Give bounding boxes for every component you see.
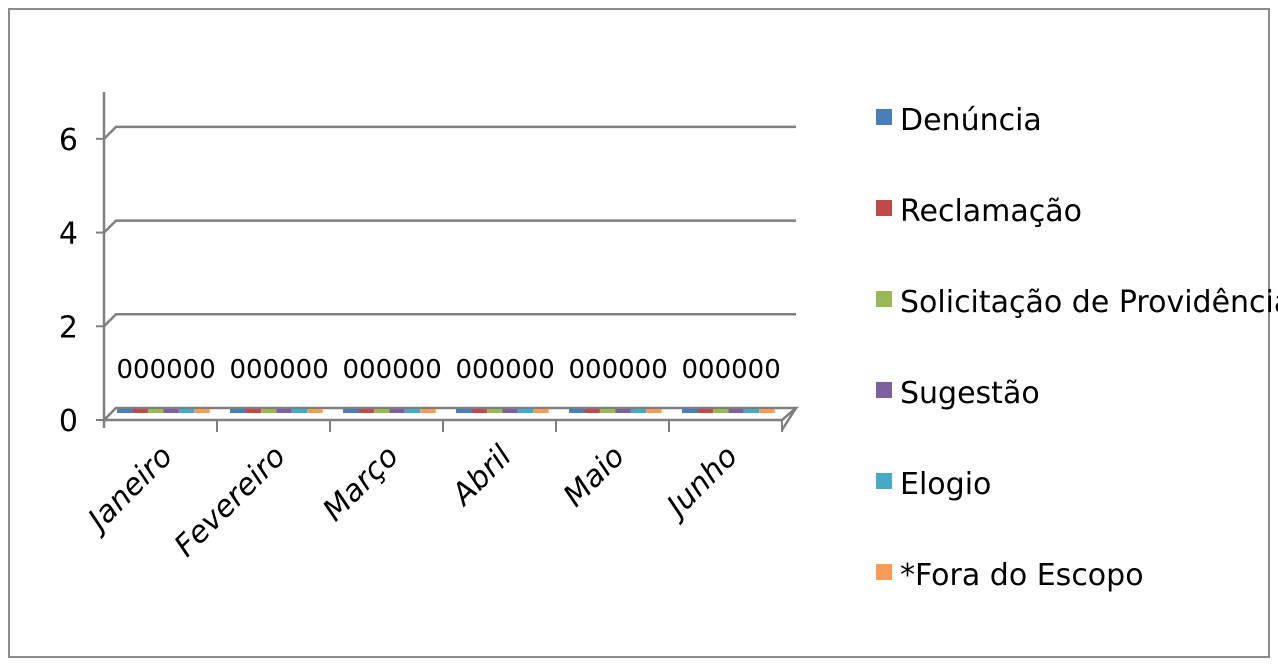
gridline	[103, 125, 796, 140]
x-tick-label: Junho	[657, 439, 745, 527]
data-label: 000000	[456, 355, 555, 385]
bar	[502, 409, 518, 413]
bar	[147, 409, 164, 413]
bar	[373, 409, 390, 413]
legend-swatch	[876, 109, 892, 125]
x-tick-label: Março	[316, 439, 405, 528]
bar	[599, 409, 616, 413]
legend-label: Elogio	[900, 467, 991, 502]
bar	[194, 409, 210, 413]
gridlines	[103, 125, 796, 328]
bar	[456, 409, 472, 413]
bar	[743, 409, 760, 413]
data-labels: 000000 000000 000000 000000 000000 000000	[117, 355, 781, 385]
gridline	[103, 313, 796, 328]
bar	[486, 409, 503, 413]
bar	[712, 409, 729, 413]
bar	[245, 409, 261, 413]
bar	[163, 409, 179, 413]
legend-label: Solicitação de Providências	[900, 285, 1278, 320]
bar	[260, 409, 277, 413]
x-tick-label: Janeiro	[78, 439, 180, 541]
bar	[404, 409, 421, 413]
bar	[343, 409, 359, 413]
data-label: 000000	[569, 355, 668, 385]
bar	[420, 409, 436, 413]
bar	[646, 409, 662, 413]
bar	[517, 409, 534, 413]
bar	[276, 409, 292, 413]
data-label: 000000	[343, 355, 442, 385]
y-tick-label: 4	[59, 217, 78, 252]
bar	[759, 409, 775, 413]
legend-label: Denúncia	[900, 103, 1042, 138]
legend-label: Reclamação	[900, 194, 1082, 229]
bar	[533, 409, 549, 413]
axes: 0 2 4 6	[59, 92, 800, 439]
legend-swatch	[876, 200, 892, 216]
gridline	[103, 219, 796, 234]
bar	[471, 409, 487, 413]
bar	[358, 409, 374, 413]
legend: Denúncia Reclamação Solicitação de Providê…	[876, 103, 1278, 593]
legend-swatch	[876, 291, 892, 307]
legend-swatch	[876, 382, 892, 398]
y-tick-label: 0	[59, 404, 78, 439]
bar	[132, 409, 148, 413]
bar	[630, 409, 647, 413]
bar	[682, 409, 698, 413]
bar	[389, 409, 405, 413]
bar	[117, 409, 133, 413]
bar	[615, 409, 631, 413]
bar	[569, 409, 585, 413]
floor-edge	[780, 407, 798, 431]
legend-label: Sugestão	[900, 376, 1040, 411]
legend-swatch	[876, 564, 892, 580]
y-tick-label: 6	[59, 123, 78, 158]
data-label: 000000	[230, 355, 329, 385]
bar	[728, 409, 744, 413]
legend-label: *Fora do Escopo	[900, 558, 1144, 593]
bar-marks	[117, 409, 775, 413]
bar	[584, 409, 600, 413]
bar	[291, 409, 308, 413]
bar	[230, 409, 246, 413]
y-tick-label: 2	[59, 310, 78, 345]
data-label: 000000	[682, 355, 781, 385]
bar	[697, 409, 713, 413]
x-tick-label: Maio	[557, 439, 632, 514]
x-tick-label: Fevereiro	[168, 439, 293, 564]
bar	[307, 409, 323, 413]
x-tick-label: Abril	[444, 438, 519, 513]
data-label: 000000	[117, 355, 216, 385]
legend-swatch	[876, 473, 892, 489]
chart-frame	[8, 8, 1270, 658]
bar	[178, 409, 195, 413]
